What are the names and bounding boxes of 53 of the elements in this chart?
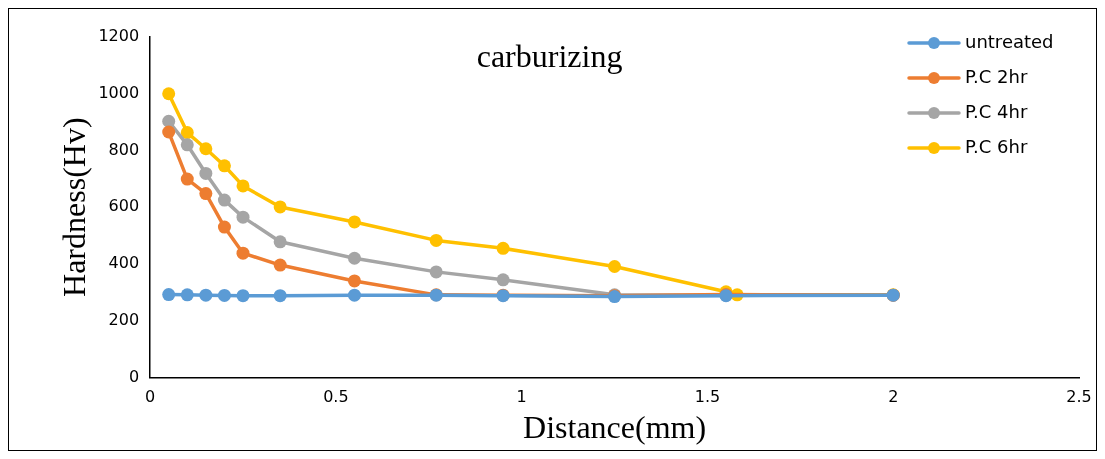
point	[273, 235, 287, 249]
point	[199, 187, 213, 201]
point	[217, 288, 231, 302]
y-tick-label: 400	[108, 253, 140, 273]
y-tick-label: 200	[108, 309, 140, 329]
point	[429, 265, 443, 279]
chart-title: carburizing	[476, 38, 623, 75]
point	[236, 246, 250, 260]
point	[496, 273, 510, 287]
y-tick-label: 1000	[98, 82, 140, 102]
y-tick-label: 1200	[98, 26, 140, 46]
point	[180, 126, 194, 140]
x-axis-title: Distance(mm)	[523, 409, 707, 446]
point	[347, 274, 361, 288]
point	[217, 220, 231, 234]
x-tick-label: 1	[516, 387, 527, 407]
legend-label: untreated	[965, 30, 1054, 52]
point	[429, 233, 443, 247]
point	[347, 288, 361, 302]
point	[273, 258, 287, 272]
point	[217, 159, 231, 173]
point	[199, 166, 213, 180]
x-tick-label: 2.5	[1066, 387, 1092, 407]
point	[180, 288, 194, 302]
y-tick-label: 600	[108, 196, 140, 216]
point	[608, 259, 622, 273]
x-tick-label: 2	[888, 387, 899, 407]
point	[347, 215, 361, 229]
y-tick-label: 800	[108, 139, 140, 159]
legend-label: P.C 4hr	[965, 100, 1028, 122]
point	[180, 172, 194, 186]
legend-label: P.C 6hr	[965, 135, 1028, 157]
point	[236, 210, 250, 224]
point	[162, 114, 176, 128]
point	[162, 125, 176, 139]
y-axis-title: Hardness(Hv)	[55, 117, 92, 297]
legend-label: P.C 2hr	[965, 65, 1028, 87]
point	[199, 142, 213, 156]
point	[199, 288, 213, 302]
point	[236, 179, 250, 193]
x-tick-label: 1.5	[694, 387, 721, 407]
x-tick-label: 0	[145, 387, 156, 407]
point	[347, 251, 361, 265]
y-tick-label: 0	[128, 366, 140, 386]
point	[217, 193, 231, 207]
point	[273, 289, 287, 303]
point	[162, 288, 176, 302]
point	[273, 200, 287, 214]
point	[496, 241, 510, 255]
point	[180, 138, 194, 152]
x-tick-label: 0.5	[323, 387, 349, 407]
point	[236, 289, 250, 303]
point	[162, 87, 176, 101]
